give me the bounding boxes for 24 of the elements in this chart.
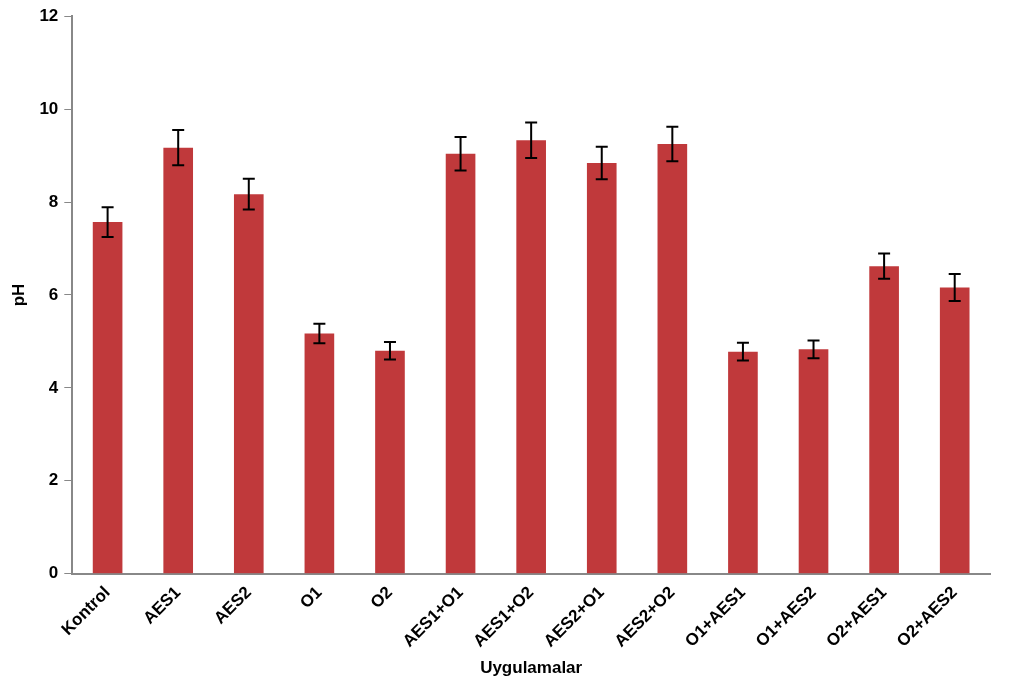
y-tick-label: 2	[48, 470, 59, 490]
y-axis-title: pH	[8, 283, 28, 307]
bar	[728, 351, 758, 574]
y-tick-label: 0	[48, 563, 59, 583]
y-tick-label: 4	[48, 377, 59, 397]
bar	[233, 194, 264, 574]
bar	[939, 287, 970, 574]
bar	[657, 143, 688, 574]
bar	[798, 349, 829, 574]
y-tick-label: 8	[48, 191, 59, 211]
bar	[163, 147, 194, 574]
x-tick-label: O2	[366, 582, 397, 613]
bar	[92, 222, 123, 574]
y-tick-label: 6	[48, 284, 59, 304]
x-axis-title: Uygulamalar	[480, 658, 583, 678]
bar	[375, 350, 405, 574]
y-tick-label: 12	[39, 5, 59, 25]
bar	[516, 140, 546, 574]
bar	[586, 163, 617, 574]
bar	[445, 153, 476, 574]
y-tick-label: 10	[39, 98, 59, 118]
x-tick-label: O1	[296, 582, 326, 613]
bar	[304, 333, 335, 574]
bar	[869, 266, 899, 574]
